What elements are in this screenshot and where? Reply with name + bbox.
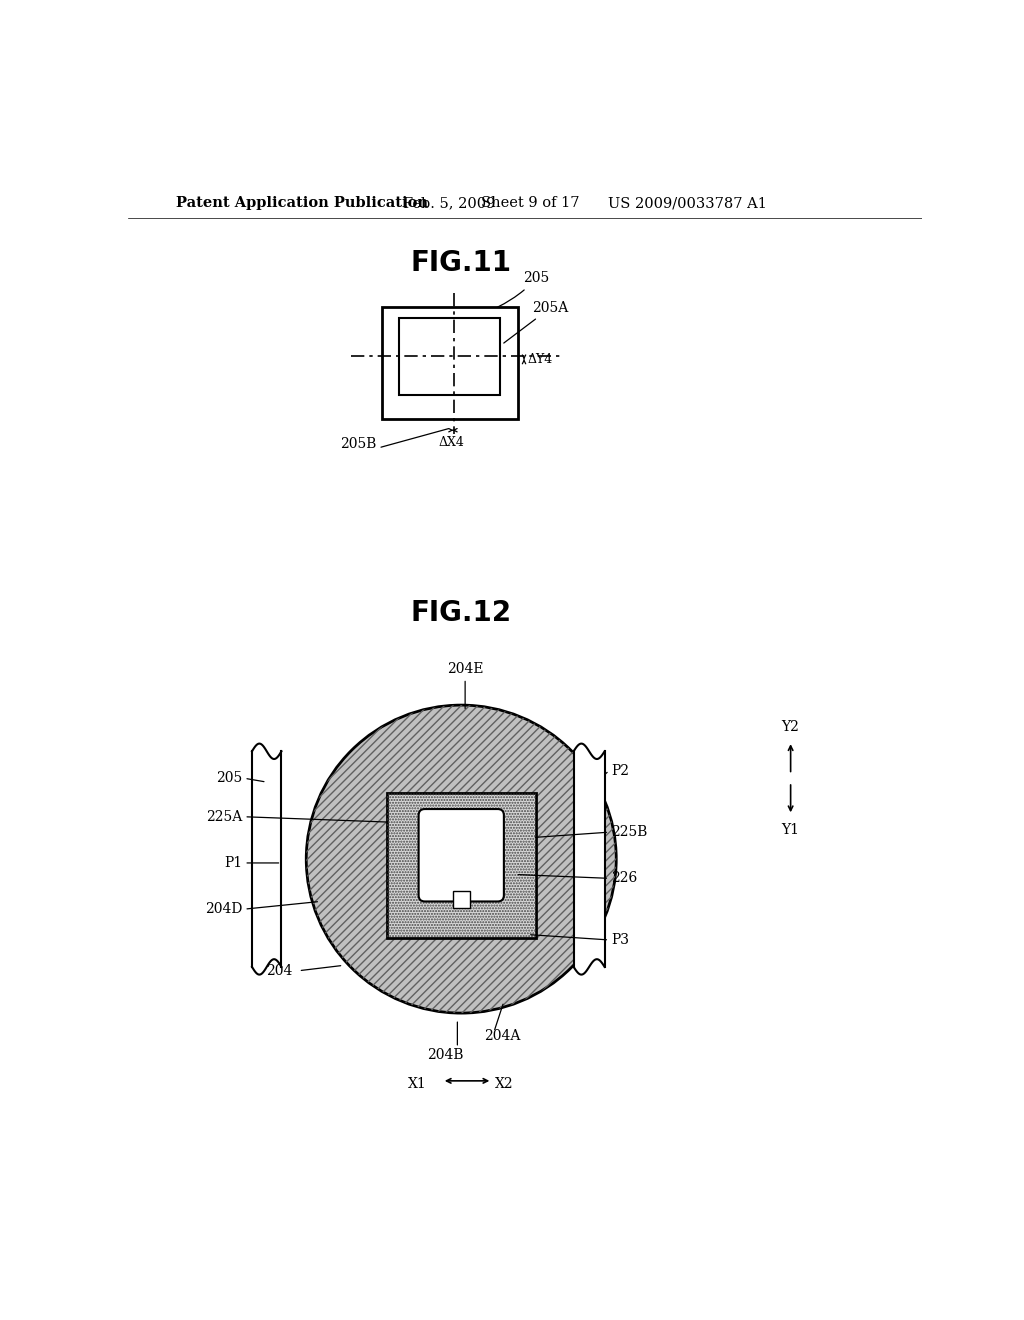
Bar (387, 793, 536, 937)
Bar (453, 891, 470, 908)
Bar (252, 751, 282, 966)
Text: US 2009/0033787 A1: US 2009/0033787 A1 (608, 197, 767, 210)
FancyBboxPatch shape (419, 809, 504, 902)
Text: 204B: 204B (427, 1048, 464, 1063)
Bar (382, 308, 518, 418)
Text: 225B: 225B (611, 825, 647, 840)
Text: Patent Application Publication: Patent Application Publication (176, 197, 428, 210)
Text: X2: X2 (496, 1077, 514, 1090)
Text: 205: 205 (216, 771, 243, 785)
Text: X1: X1 (408, 1077, 426, 1090)
Text: P1: P1 (224, 855, 243, 870)
Text: Y1: Y1 (781, 822, 800, 837)
Text: P2: P2 (611, 763, 629, 777)
Text: Feb. 5, 2009: Feb. 5, 2009 (403, 197, 496, 210)
Text: 205B: 205B (340, 437, 376, 451)
Text: FIG.11: FIG.11 (411, 249, 512, 277)
Text: Y2: Y2 (781, 719, 800, 734)
Text: 204A: 204A (484, 1030, 521, 1043)
Text: FIG.12: FIG.12 (411, 599, 512, 627)
Circle shape (306, 705, 616, 1014)
Text: ΔY4: ΔY4 (527, 352, 552, 366)
Text: 204: 204 (266, 964, 292, 978)
Text: 226: 226 (611, 871, 637, 886)
Text: 225A: 225A (207, 809, 243, 824)
Text: 204D: 204D (206, 902, 243, 916)
Bar (399, 318, 500, 395)
Text: P3: P3 (611, 933, 629, 946)
Bar (573, 751, 604, 966)
Text: 204E: 204E (446, 661, 483, 709)
Bar (387, 793, 536, 937)
Text: 205: 205 (497, 272, 550, 308)
Text: 205A: 205A (504, 301, 568, 343)
Text: ΔX4: ΔX4 (438, 436, 465, 449)
Text: Sheet 9 of 17: Sheet 9 of 17 (480, 197, 580, 210)
